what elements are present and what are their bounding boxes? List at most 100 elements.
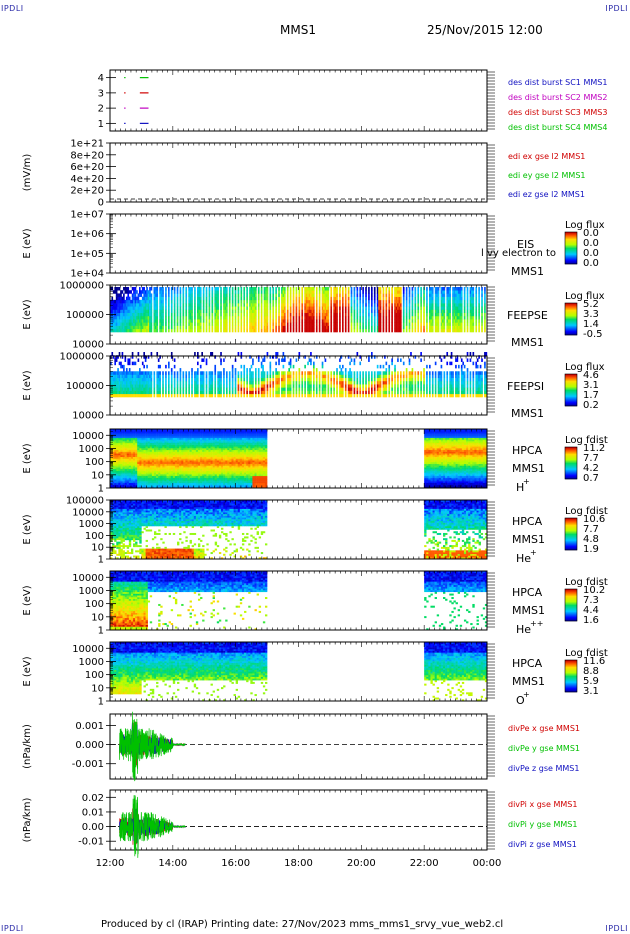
heatmap-cell — [214, 328, 217, 333]
heatmap-cell — [365, 384, 367, 388]
heatmap-cell — [333, 303, 335, 307]
heatmap-cell — [459, 290, 462, 294]
heatmap-cell — [121, 393, 124, 398]
heatmap-cell — [146, 322, 148, 326]
colorbar-swatch-eis — [565, 254, 577, 256]
heatmap-cell — [179, 387, 182, 391]
heatmap-cell — [147, 319, 150, 323]
heatmap-cell — [475, 390, 478, 395]
heatmap-cell — [252, 290, 254, 294]
heatmap-cell — [143, 328, 145, 333]
heatmap-cell — [191, 309, 193, 314]
heatmap-cell — [347, 380, 350, 385]
heatmap-cell — [353, 309, 356, 314]
heatmap-cell — [430, 293, 433, 297]
heatmap-cell — [220, 319, 222, 323]
heatmap-cell — [340, 390, 343, 395]
heatmap-cell — [272, 315, 275, 320]
heatmap-cell — [260, 325, 263, 330]
heatmap-cell — [228, 312, 231, 317]
heatmap-cell — [153, 296, 156, 301]
heatmap-cell — [417, 390, 420, 395]
heatmap-cell — [394, 393, 396, 398]
heatmap-cell — [479, 377, 482, 382]
heatmap-cell — [411, 371, 414, 375]
heatmap-cell — [144, 306, 147, 310]
heatmap-cell — [336, 319, 338, 323]
heatmap-cell — [114, 306, 116, 310]
heatmap-cell — [153, 319, 156, 323]
heatmap-cell — [478, 290, 480, 294]
heatmap-cell — [143, 306, 145, 310]
heatmap-cell — [134, 371, 137, 375]
heatmap-cell — [124, 387, 127, 391]
heatmap-cell — [136, 387, 138, 391]
heatmap-cell — [466, 374, 469, 379]
heatmap-cell — [481, 387, 483, 391]
heatmap-cell — [144, 293, 147, 297]
heatmap-cell — [210, 371, 212, 375]
heatmap-cell — [342, 299, 344, 304]
heatmap-cell — [240, 328, 243, 333]
heatmap-cell — [262, 377, 264, 382]
heatmap-cell — [436, 303, 438, 307]
heatmap-cell — [220, 390, 222, 395]
heatmap-cell — [140, 315, 143, 320]
heatmap-cell — [476, 377, 479, 382]
heatmap-cell — [359, 309, 362, 314]
heatmap-cell — [205, 306, 208, 310]
heatmap-cell — [308, 312, 311, 317]
heatmap-cell — [237, 315, 240, 320]
heatmap-cell — [137, 315, 140, 320]
heatmap-cell — [431, 374, 434, 379]
heatmap-cell — [395, 290, 398, 294]
heatmap-cell — [410, 377, 412, 382]
heatmap-cell — [144, 374, 147, 379]
heatmap-cell — [327, 377, 330, 382]
heatmap-cell — [176, 303, 179, 307]
heatmap-cell — [356, 287, 359, 291]
heatmap-cell — [131, 299, 134, 304]
heatmap-cell — [141, 287, 144, 291]
heatmap-cell — [289, 322, 292, 326]
heatmap-cell — [115, 290, 118, 294]
heatmap-cell — [198, 325, 201, 330]
heatmap-cell — [281, 315, 283, 320]
heatmap-cell — [226, 293, 228, 297]
heatmap-cell — [234, 387, 237, 391]
heatmap-cell — [276, 371, 279, 375]
heatmap-cell — [115, 322, 118, 326]
heatmap-cell — [188, 319, 190, 323]
heatmap-cell — [423, 371, 425, 375]
heatmap-cell — [339, 374, 341, 379]
heatmap-cell — [149, 380, 151, 385]
heatmap-cell — [378, 377, 380, 382]
heatmap-cell — [144, 393, 147, 398]
heatmap-cell — [168, 393, 170, 398]
heatmap-cell — [446, 293, 449, 297]
heatmap-cell — [437, 303, 440, 307]
heatmap-cell — [437, 312, 440, 317]
heatmap-cell — [391, 377, 393, 382]
heatmap-cell — [255, 309, 257, 314]
heatmap-cell — [362, 319, 364, 323]
heatmap-cell — [197, 352, 199, 356]
heatmap-cell — [339, 380, 341, 385]
heatmap-cell — [292, 306, 295, 310]
heatmap-cell — [376, 384, 379, 388]
heatmap-cell — [117, 384, 119, 388]
heatmap-cell — [420, 325, 422, 330]
heatmap-cell — [265, 296, 267, 301]
heatmap-cell — [301, 319, 304, 323]
heatmap-cell — [350, 325, 353, 330]
heatmap-cell — [304, 303, 306, 307]
heatmap-cell — [376, 377, 379, 382]
heatmap-cell — [472, 387, 475, 391]
heatmap-cell — [429, 393, 431, 398]
heatmap-cell — [447, 315, 450, 320]
heatmap-cell — [121, 387, 124, 391]
heatmap-cell — [149, 287, 151, 291]
heatmap-cell — [162, 293, 164, 297]
heatmap-cell — [263, 380, 266, 385]
heatmap-cell — [288, 384, 290, 388]
